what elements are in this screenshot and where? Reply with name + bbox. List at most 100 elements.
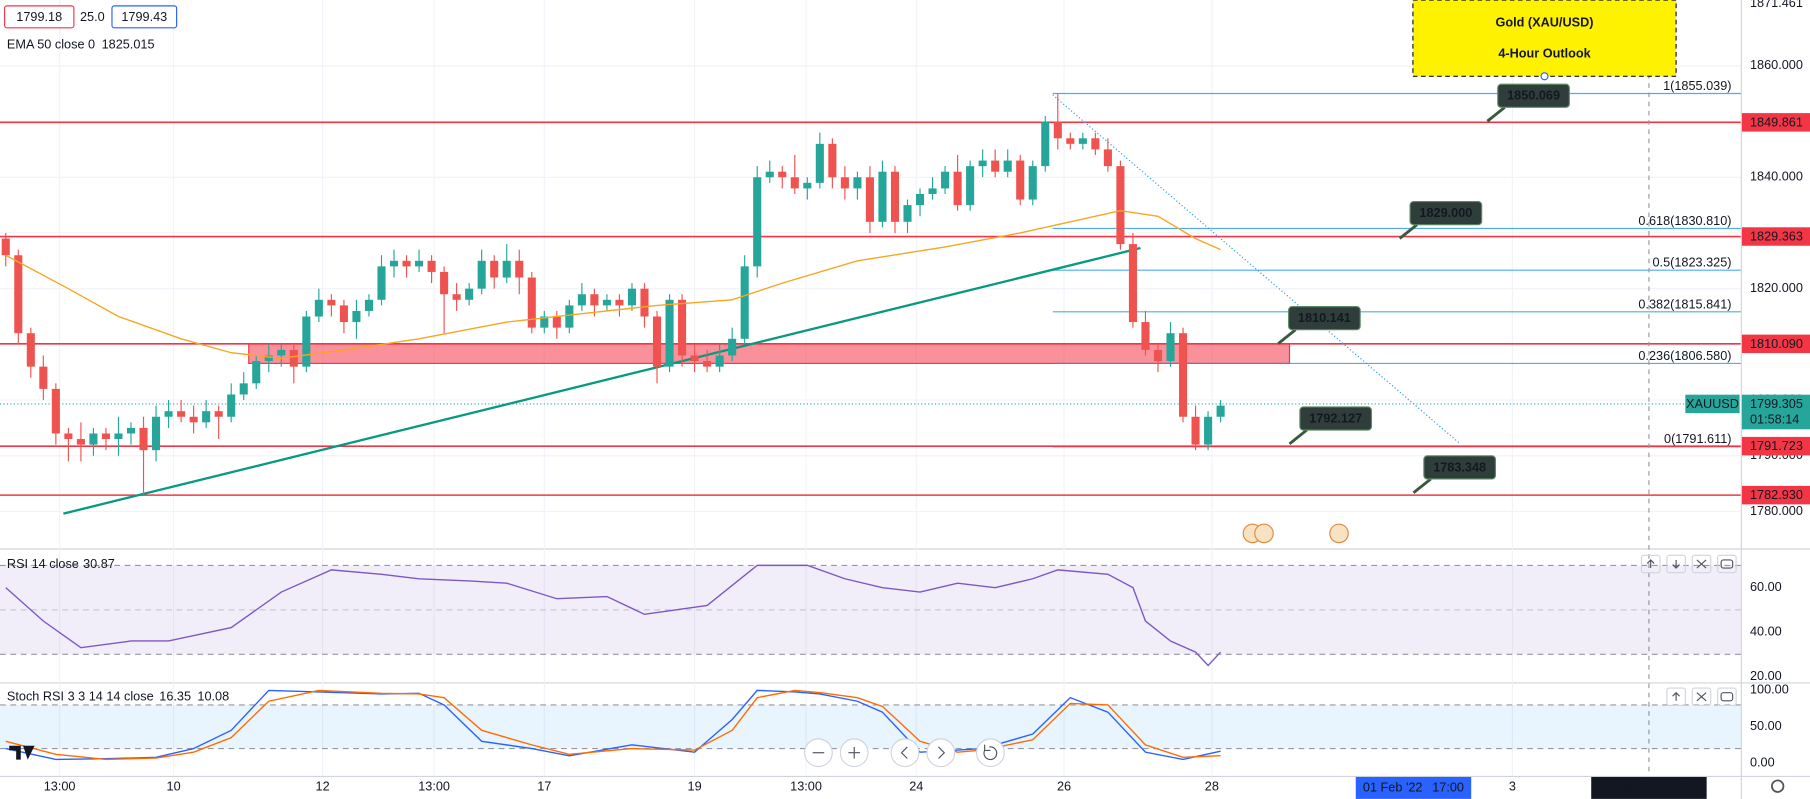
rsi-controls bbox=[1640, 554, 1737, 574]
level-price-box bbox=[1741, 334, 1810, 354]
candle-body bbox=[640, 288, 649, 317]
date-marker-box bbox=[1591, 776, 1707, 799]
support-zone bbox=[248, 343, 1291, 364]
candle-body bbox=[703, 361, 712, 367]
candle-body bbox=[627, 288, 637, 306]
icon bbox=[983, 744, 998, 761]
candle-body bbox=[89, 433, 98, 445]
candle-body bbox=[252, 361, 261, 384]
candle-body bbox=[815, 143, 824, 183]
candle-body bbox=[602, 299, 611, 306]
ema-name: EMA 50 close 0 bbox=[7, 37, 95, 51]
candle-body bbox=[590, 294, 599, 306]
title-handle bbox=[1540, 72, 1549, 81]
fib-label: 0.618(1830.810) bbox=[1638, 214, 1731, 228]
x-tick-label: 13:00 bbox=[418, 780, 450, 794]
candle-body bbox=[1103, 149, 1112, 167]
fib-label: 0.5(1823.325) bbox=[1652, 256, 1731, 270]
level-price-label: 1849.861 bbox=[1750, 115, 1803, 129]
candle-body bbox=[1003, 160, 1012, 172]
candle-body bbox=[377, 266, 386, 300]
level-price-box bbox=[1741, 227, 1810, 246]
candle-body bbox=[1016, 160, 1025, 200]
candle-body bbox=[690, 355, 699, 362]
candle-body bbox=[1028, 166, 1037, 200]
symbol-label: XAUUSD bbox=[1686, 397, 1739, 411]
title-box bbox=[1412, 0, 1677, 77]
x-tick-label: 19 bbox=[688, 780, 702, 794]
level-price-label: 1791.723 bbox=[1750, 439, 1803, 453]
candle-body bbox=[1216, 405, 1225, 417]
fib-label: 1(1855.039) bbox=[1663, 79, 1731, 93]
rsi-value: 30.87 bbox=[83, 557, 115, 571]
candle-body bbox=[515, 260, 524, 278]
candle-body bbox=[565, 305, 574, 328]
candle-body bbox=[1066, 138, 1075, 144]
candle-body bbox=[64, 433, 73, 440]
move-up-button[interactable] bbox=[1640, 554, 1661, 574]
candle-body bbox=[51, 388, 60, 434]
candle-body bbox=[427, 260, 436, 272]
settings-icon[interactable] bbox=[1771, 779, 1785, 793]
callout-label: 1792.127 bbox=[1309, 411, 1362, 425]
scroll-right-button[interactable] bbox=[926, 738, 956, 768]
candle-body bbox=[26, 333, 35, 367]
candle-body bbox=[76, 439, 85, 445]
callout-box bbox=[1423, 455, 1497, 480]
level-price-box bbox=[1741, 485, 1810, 505]
candle-body bbox=[577, 294, 586, 306]
candle-body bbox=[890, 171, 900, 222]
callout-pointer bbox=[1398, 223, 1418, 240]
maximize-button[interactable] bbox=[1717, 554, 1737, 574]
callout-label: 1829.000 bbox=[1419, 206, 1472, 220]
candle-body bbox=[477, 260, 486, 289]
icon bbox=[1672, 691, 1680, 701]
scroll-left-button[interactable] bbox=[890, 738, 920, 768]
close-button[interactable] bbox=[1691, 554, 1712, 574]
rsi-tick-label: 20.00 bbox=[1750, 669, 1782, 683]
candle-body bbox=[14, 255, 23, 334]
candle-body bbox=[966, 166, 975, 206]
level-price-label: 1829.363 bbox=[1750, 229, 1803, 243]
candle-body bbox=[277, 349, 286, 356]
move-up-button[interactable] bbox=[1666, 687, 1686, 706]
icon bbox=[1646, 559, 1655, 569]
callout-box bbox=[1497, 83, 1570, 108]
candle-body bbox=[402, 260, 411, 267]
candle-body bbox=[1078, 138, 1087, 144]
navigation bbox=[803, 738, 1005, 768]
icon bbox=[1720, 559, 1734, 569]
candle-body bbox=[327, 299, 336, 306]
stoch-value: 16.35 bbox=[159, 690, 191, 704]
candle-body bbox=[440, 271, 449, 295]
candle-body bbox=[790, 177, 799, 189]
candle-body bbox=[415, 260, 424, 267]
maximize-button[interactable] bbox=[1717, 687, 1737, 706]
reset-button[interactable] bbox=[975, 738, 1005, 768]
level-price-label: 1810.090 bbox=[1750, 337, 1803, 351]
callout-label: 1850.069 bbox=[1507, 89, 1560, 103]
callout-pointer bbox=[1412, 477, 1432, 494]
close-button[interactable] bbox=[1691, 687, 1712, 706]
callout-box bbox=[1288, 306, 1361, 331]
x-tick-label: 26 bbox=[1057, 780, 1071, 794]
move-down-button[interactable] bbox=[1666, 554, 1686, 574]
candle-body bbox=[903, 205, 912, 222]
rsi-tick-label: 40.00 bbox=[1750, 624, 1782, 638]
x-tick-label: 24 bbox=[909, 780, 923, 794]
logo[interactable] bbox=[9, 745, 35, 760]
event-flag[interactable] bbox=[1254, 523, 1274, 544]
icon bbox=[900, 746, 908, 759]
icon bbox=[1696, 692, 1707, 702]
candle-body bbox=[765, 171, 774, 178]
candle-body bbox=[465, 288, 474, 300]
chart-subtitle: 4-Hour Outlook bbox=[1498, 47, 1591, 61]
rsi-band bbox=[0, 565, 1741, 655]
candle-body bbox=[114, 433, 123, 440]
callout-label: 1783.348 bbox=[1433, 460, 1486, 474]
stoch-band bbox=[0, 704, 1741, 749]
countdown-label: 01:58:14 bbox=[1750, 412, 1799, 426]
event-flag[interactable] bbox=[1329, 523, 1349, 544]
ask-label: 1799.43 bbox=[121, 10, 167, 24]
